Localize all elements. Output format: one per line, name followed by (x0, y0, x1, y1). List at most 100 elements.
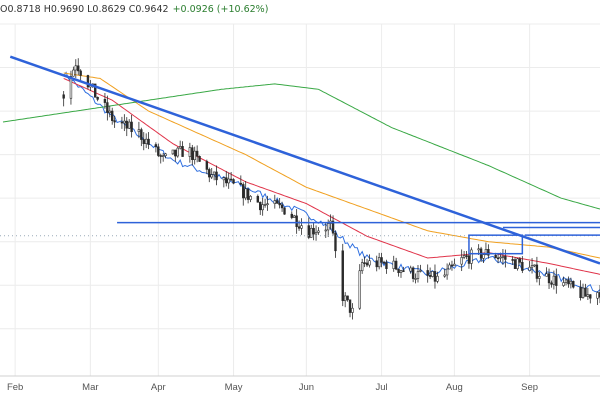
candle-body (360, 262, 364, 272)
candle-body (346, 295, 349, 301)
candle-body (222, 177, 226, 181)
candle-body (460, 257, 463, 265)
candle-body (232, 179, 235, 184)
candle-body (586, 294, 590, 297)
candle-body (111, 110, 114, 121)
candle-body (596, 292, 599, 299)
candle-body (242, 184, 245, 199)
candle-body (351, 307, 354, 313)
candle-body (86, 75, 90, 88)
candle-body (528, 266, 531, 271)
candle-body (426, 270, 429, 276)
candle-body (567, 279, 570, 285)
candle-body (147, 138, 150, 145)
candle-body (555, 275, 558, 286)
candle-body (453, 263, 456, 267)
candle-body (530, 265, 534, 268)
candle-body (94, 83, 97, 98)
candle-body (263, 204, 267, 206)
candle-body (511, 259, 514, 261)
candle-body (69, 75, 73, 99)
candle-body (545, 273, 548, 277)
candle-body (225, 177, 228, 184)
candle-body (533, 264, 536, 267)
ma-line-medium (63, 77, 600, 275)
candle-body (416, 271, 420, 279)
candle-body (521, 261, 524, 271)
candle-body (375, 260, 378, 268)
candle-body (397, 268, 400, 274)
candle-body (324, 229, 327, 232)
candle-body (382, 261, 386, 264)
candle-body (419, 270, 422, 272)
candle-body (477, 248, 480, 251)
candle-body (487, 249, 490, 256)
candle-body (538, 276, 541, 279)
candle-body (496, 257, 500, 260)
candle-body (164, 153, 167, 156)
candle-body (326, 223, 330, 231)
candle-body (125, 120, 128, 129)
candle-body (394, 260, 398, 270)
candle-body (195, 150, 199, 157)
candle-body (445, 268, 449, 276)
candle-body (513, 259, 517, 269)
candle-body (276, 200, 279, 204)
candle-body (518, 258, 522, 263)
candle-body (494, 254, 497, 259)
candle-body (244, 188, 247, 199)
candle-body (144, 138, 148, 144)
x-tick-label: Sep (521, 382, 538, 393)
candle-body (411, 267, 415, 279)
candle-body (409, 267, 412, 272)
candle-body (96, 96, 99, 100)
x-tick-label: Mar (82, 382, 98, 393)
candle-body (278, 202, 281, 206)
candle-body (499, 256, 502, 259)
candle-body (178, 146, 182, 149)
candle-body (290, 213, 293, 218)
x-tick-label: Jul (376, 382, 388, 393)
candle-body (77, 65, 80, 72)
ohlc-values: O0.8718 H0.9690 L0.8629 C0.9642 (0, 4, 169, 15)
candle-body (572, 281, 575, 288)
candle-body (348, 299, 352, 313)
candle-body (140, 129, 143, 140)
candle-body (431, 271, 434, 277)
candle-body (137, 129, 141, 133)
candle-body (399, 270, 403, 274)
candle-body (142, 139, 145, 144)
candle-body (307, 225, 310, 238)
candle-body (377, 257, 381, 268)
candle-body (312, 227, 315, 235)
candle-body (174, 149, 177, 157)
candle-body (62, 94, 65, 99)
candle-body (103, 99, 107, 103)
candle-body (210, 174, 213, 178)
candle-body (341, 250, 344, 302)
candle-body (550, 282, 553, 285)
candle-body (484, 249, 488, 255)
candle-body (106, 102, 109, 113)
candle-body (239, 182, 243, 185)
candle-body (74, 65, 78, 71)
candle-body (358, 270, 361, 309)
candle-body (365, 262, 369, 266)
x-tick-label: Feb (7, 382, 23, 393)
range-rectangle (468, 234, 524, 255)
candle-body (181, 146, 184, 157)
candle-body (516, 258, 519, 269)
candle-body (504, 256, 507, 260)
candle-body (229, 178, 233, 181)
candle-body (259, 201, 262, 211)
candle-body (392, 260, 395, 269)
candle-body (448, 264, 451, 270)
candle-body (584, 287, 587, 297)
candle-body (467, 255, 471, 264)
candle-body (120, 121, 124, 124)
candle-body (191, 147, 194, 160)
price-change: +0.0926 (+10.62%) (172, 4, 269, 15)
candle-body (552, 275, 556, 285)
candle-body (72, 69, 75, 77)
